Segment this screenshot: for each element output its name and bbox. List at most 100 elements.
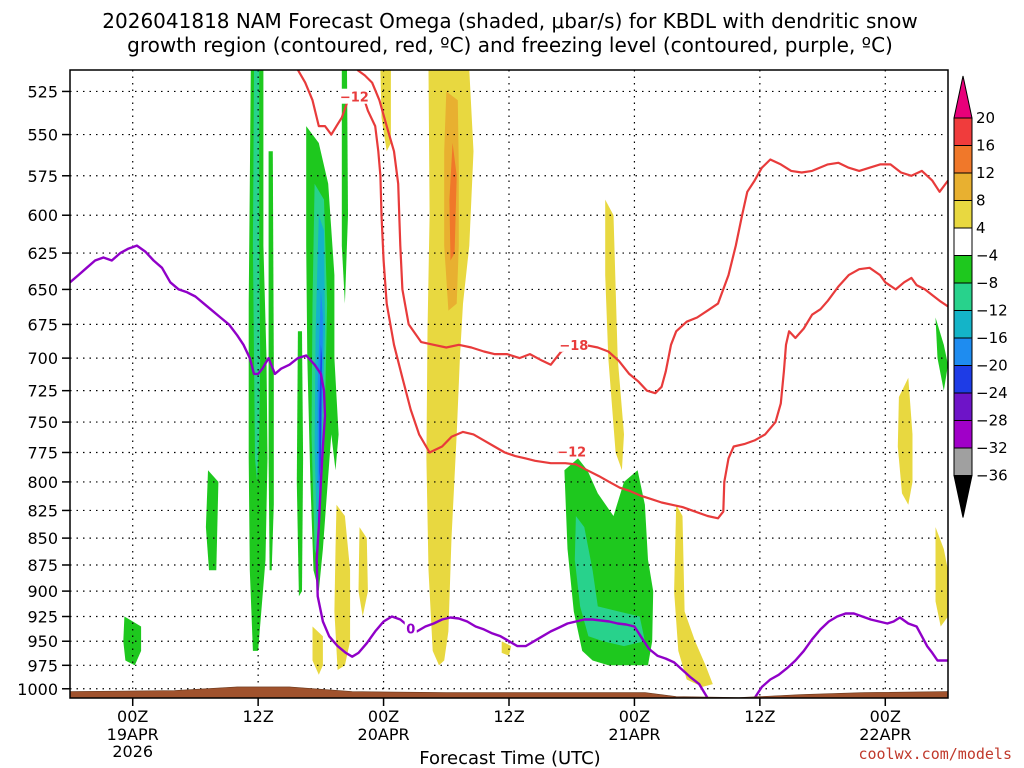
y-tick-label-975: 975 xyxy=(27,656,58,675)
chart-title-line-1: 2026041818 NAM Forecast Omega (shaded, μ… xyxy=(102,9,917,33)
omega-region-21 xyxy=(312,626,323,675)
y-axis: 525 550 575 600 625 650 675 700 725 750 775 800 825 8… xyxy=(17,82,70,699)
omega-region-14 xyxy=(935,317,948,391)
y-tick-label-1000: 1000 xyxy=(17,680,58,699)
omega-region-10 xyxy=(205,470,219,571)
x-tick-date-0: 19APR xyxy=(107,725,159,744)
colorbar-segment-11 xyxy=(953,420,973,449)
colorbar-label-12: −32 xyxy=(976,439,1008,457)
colorbar-segment-12 xyxy=(953,447,973,476)
colorbar-segment-10 xyxy=(953,392,973,421)
x-axis-label: Forecast Time (UTC) xyxy=(419,748,600,768)
chart-title-line-2: growth region (contoured, red, ºC) and f… xyxy=(127,33,893,57)
colorbar-segment-3 xyxy=(953,200,973,229)
x-tick-date-4: 21APR xyxy=(608,725,660,744)
y-tick-label-600: 600 xyxy=(27,206,58,225)
omega-region-13 xyxy=(574,516,645,647)
colorbar-label-10: −24 xyxy=(976,384,1008,402)
contour-layer: −12 −18 −12 0 xyxy=(70,70,948,698)
x-tick-date-2: 20APR xyxy=(358,725,410,744)
colorbar-label-0: 20 xyxy=(976,109,995,127)
colorbar-top-arrow xyxy=(953,75,973,119)
colorbar: 20 16 12 8 4 −4 −8 −12 −16 −20 −24 −28 −32 −36 xyxy=(953,75,1008,518)
freezing-level-contour-2 xyxy=(753,612,948,698)
omega-region-25 xyxy=(897,377,913,505)
y-tick-label-875: 875 xyxy=(27,556,58,575)
credit-label: coolwx.com/models xyxy=(858,745,1012,763)
omega-region-1 xyxy=(252,70,261,482)
dgz-contour-0 xyxy=(296,70,948,520)
y-tick-label-775: 775 xyxy=(27,443,58,462)
colorbar-bottom-arrow xyxy=(953,475,973,518)
colorbar-segment-5 xyxy=(953,255,973,284)
omega-region-26 xyxy=(935,527,948,627)
dgz-contour-label-1: −18 xyxy=(559,339,588,354)
colorbar-segment-8 xyxy=(953,337,973,366)
y-tick-label-750: 750 xyxy=(27,413,58,432)
colorbar-segment-9 xyxy=(953,365,973,394)
x-tick-label-1: 12Z xyxy=(242,707,273,726)
colorbar-segment-7 xyxy=(953,310,973,339)
omega-region-2 xyxy=(268,151,274,571)
dgz-contour-1 xyxy=(356,70,948,395)
colorbar-label-3: 8 xyxy=(976,192,986,210)
dgz-contour-label-2: −12 xyxy=(557,445,586,460)
y-tick-label-800: 800 xyxy=(27,473,58,492)
colorbar-label-7: −12 xyxy=(976,302,1008,320)
colorbar-label-9: −20 xyxy=(976,357,1008,375)
colorbar-segment-2 xyxy=(953,172,973,201)
omega-region-5 xyxy=(341,70,348,304)
colorbar-label-1: 16 xyxy=(976,137,995,155)
y-tick-label-575: 575 xyxy=(27,167,58,186)
colorbar-segment-1 xyxy=(953,145,973,174)
colorbar-segment-0 xyxy=(953,117,973,146)
colorbar-segment-6 xyxy=(953,282,973,311)
y-tick-label-675: 675 xyxy=(27,315,58,334)
terrain-layer xyxy=(69,686,949,699)
omega-region-20 xyxy=(358,527,368,617)
y-tick-label-525: 525 xyxy=(27,82,58,101)
x-tick-date-6: 22APR xyxy=(859,725,911,744)
x-tick-label-4: 00Z xyxy=(619,707,650,726)
omega-region-17 xyxy=(449,143,457,261)
y-tick-label-925: 925 xyxy=(27,608,58,627)
terrain-surface xyxy=(69,686,949,699)
omega-region-24 xyxy=(674,504,713,687)
freezing-level-contour xyxy=(70,244,709,698)
y-tick-label-725: 725 xyxy=(27,382,58,401)
freezing-label-bg-0 xyxy=(404,620,417,636)
colorbar-label-8: −16 xyxy=(976,329,1008,347)
x-tick-label-6: 00Z xyxy=(870,707,901,726)
dgz-label-bg-2 xyxy=(557,443,586,459)
dgz-label-bg-0 xyxy=(340,88,369,104)
omega-region-15 xyxy=(426,70,474,666)
omega-shading-layer xyxy=(123,70,948,687)
colorbar-segment-4 xyxy=(953,227,973,256)
colorbar-label-5: −4 xyxy=(976,247,998,265)
x-tick-label-2: 00Z xyxy=(368,707,399,726)
y-tick-label-900: 900 xyxy=(27,582,58,601)
plot-area: −12 −18 −12 0 xyxy=(69,69,949,699)
dgz-label-bg-1 xyxy=(559,336,588,352)
y-tick-label-850: 850 xyxy=(27,529,58,548)
omega-region-11 xyxy=(123,616,142,666)
omega-region-23 xyxy=(605,199,624,471)
omega-region-3 xyxy=(296,331,304,597)
y-tick-label-650: 650 xyxy=(27,280,58,299)
colorbar-label-2: 12 xyxy=(976,164,995,182)
x-tick-label-3: 12Z xyxy=(493,707,524,726)
y-tick-label-700: 700 xyxy=(27,349,58,368)
dgz-contour-label-0: −12 xyxy=(340,91,369,106)
x-tick-label-5: 12Z xyxy=(744,707,775,726)
y-tick-label-625: 625 xyxy=(27,244,58,263)
grid-layer xyxy=(70,70,948,698)
y-tick-label-550: 550 xyxy=(27,126,58,145)
x-tick-year-0: 2026 xyxy=(112,742,153,761)
colorbar-label-6: −8 xyxy=(976,274,998,292)
y-tick-label-825: 825 xyxy=(27,501,58,520)
x-tick-label-0: 00Z xyxy=(117,707,148,726)
freezing-contour-label-0: 0 xyxy=(406,622,415,637)
y-tick-label-950: 950 xyxy=(27,632,58,651)
colorbar-label-11: −28 xyxy=(976,412,1008,430)
